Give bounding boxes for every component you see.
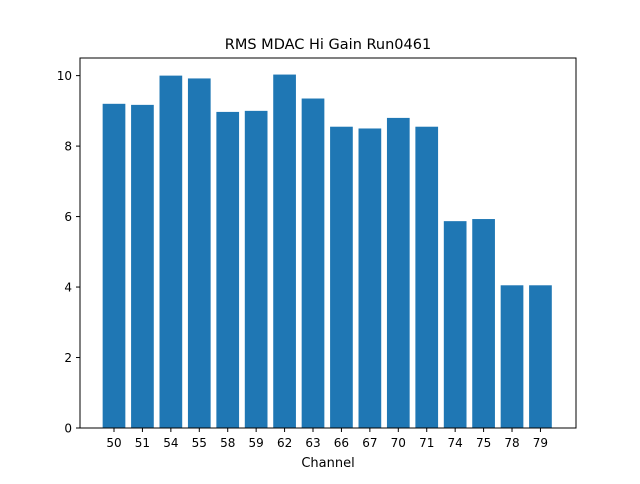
chart-title: RMS MDAC Hi Gain Run0461 (225, 37, 431, 53)
bars-layer (102, 74, 552, 429)
bar-channel-70 (386, 117, 410, 429)
x-tick-label: 71 (419, 436, 434, 450)
x-tick-label: 70 (391, 436, 406, 450)
bar-channel-67 (358, 128, 382, 429)
x-axis-label: Channel (301, 456, 354, 471)
y-tick-label: 2 (64, 351, 72, 365)
bar-channel-75 (472, 219, 495, 428)
bar-channel-59 (244, 110, 268, 429)
bar-channel-58 (216, 111, 240, 428)
bar-channel-79 (529, 285, 552, 428)
y-tick-label: 10 (57, 69, 72, 83)
y-tick-label: 0 (64, 422, 72, 436)
bar-channel-74 (443, 221, 467, 428)
bar-channel-55 (187, 78, 211, 428)
x-tick-label: 75 (476, 436, 491, 450)
y-tick-label: 6 (64, 210, 72, 224)
y-tick-label: 8 (64, 140, 72, 154)
y-tick-label: 4 (64, 281, 72, 295)
x-tick-label: 63 (305, 436, 320, 450)
x-tick-label: 66 (334, 436, 349, 450)
bar-channel-71 (415, 126, 439, 429)
x-tick-label: 59 (249, 436, 264, 450)
x-tick-label: 54 (163, 436, 178, 450)
bar-channel-66 (330, 126, 353, 429)
x-tick-label: 67 (362, 436, 377, 450)
x-tick-label: 78 (504, 436, 519, 450)
x-tick-label: 50 (106, 436, 121, 450)
x-tick-label: 55 (192, 436, 207, 450)
x-tick-label: 58 (220, 436, 235, 450)
bar-channel-62 (273, 74, 296, 428)
plot-frame (79, 57, 577, 429)
bar-channel-78 (500, 285, 524, 428)
bar-channel-51 (131, 104, 154, 429)
x-axis-ticks: 50 51 54 55 58 59 62 63 66 67 70 71 74 75 78 79 (106, 428, 548, 450)
x-tick-label: 51 (135, 436, 150, 450)
y-axis-ticks: 0 2 4 6 8 10 (57, 69, 80, 436)
x-tick-label: 74 (448, 436, 463, 450)
x-tick-label: 79 (533, 436, 548, 450)
bar-channel-54 (159, 75, 183, 429)
bar-channel-50 (102, 103, 126, 428)
bar-channel-63 (301, 98, 325, 429)
x-tick-label: 62 (277, 436, 292, 450)
